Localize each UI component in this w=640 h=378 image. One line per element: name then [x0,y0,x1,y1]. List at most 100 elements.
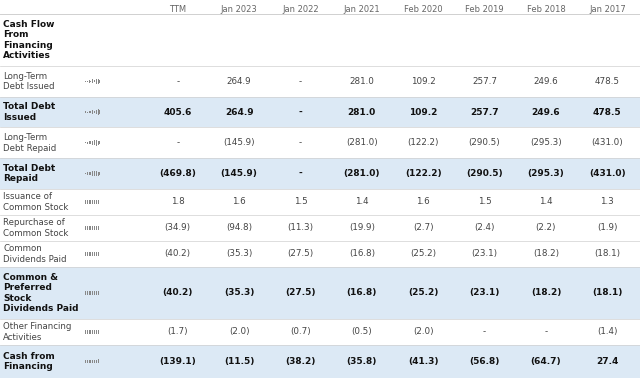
Bar [94,330,95,334]
Text: Common &
Preferred
Stock
Dividends Paid: Common & Preferred Stock Dividends Paid [3,273,79,313]
Bar [90,226,92,230]
Bar [87,291,88,295]
Text: 1.4: 1.4 [539,197,553,206]
Text: (1.7): (1.7) [168,327,188,336]
Bar [87,330,88,334]
Bar [97,141,99,145]
Bar [87,359,88,363]
Text: (16.8): (16.8) [347,288,377,297]
Text: TTM: TTM [169,6,186,14]
Text: (281.0): (281.0) [344,169,380,178]
Bar [92,171,93,176]
Text: 1.5: 1.5 [294,197,307,206]
Bar [97,109,99,115]
Bar [85,142,86,143]
Text: (35.3): (35.3) [226,249,252,259]
Text: (16.8): (16.8) [349,249,375,259]
Bar [85,252,86,256]
Bar [85,360,86,363]
Bar [97,291,99,295]
Bar [88,141,90,144]
Text: (41.3): (41.3) [408,357,438,366]
Bar [97,172,99,175]
Bar [0,345,640,378]
Text: (56.8): (56.8) [469,357,500,366]
Bar [96,171,97,177]
Bar [88,200,90,204]
Text: (2.0): (2.0) [228,327,250,336]
Text: (469.8): (469.8) [159,169,196,178]
Bar [99,172,100,175]
Text: (25.2): (25.2) [410,249,436,259]
Bar [94,226,95,229]
Text: 1.3: 1.3 [600,197,614,206]
Bar [90,359,92,363]
Text: Long-Term
Debt Repaid: Long-Term Debt Repaid [3,133,56,152]
Text: 27.4: 27.4 [596,357,618,366]
Text: 1.4: 1.4 [355,197,369,206]
Text: Issuance of
Common Stock: Issuance of Common Stock [3,192,68,212]
Bar [90,200,92,204]
Text: (18.2): (18.2) [533,249,559,259]
Bar [97,330,99,334]
Bar [92,226,93,230]
Bar [94,171,95,176]
Bar [96,252,97,256]
Text: (35.3): (35.3) [224,288,254,297]
Text: (431.0): (431.0) [591,138,623,147]
Text: -: - [299,169,302,178]
Bar [97,252,99,256]
Text: Jan 2023: Jan 2023 [221,6,257,14]
Text: (290.5): (290.5) [468,138,500,147]
Text: Feb 2020: Feb 2020 [404,6,442,14]
Bar [88,111,90,113]
Text: (40.2): (40.2) [164,249,191,259]
Bar [85,291,86,294]
Bar [94,111,95,113]
Text: (2.4): (2.4) [474,223,495,232]
Text: Cash from
Financing: Cash from Financing [3,352,55,371]
Text: 264.9: 264.9 [225,108,253,116]
Bar [96,359,97,363]
Bar [94,252,95,256]
Text: (122.2): (122.2) [408,138,439,147]
Text: (25.2): (25.2) [408,288,438,297]
Bar [88,80,90,83]
Bar [96,140,97,146]
Text: Jan 2017: Jan 2017 [589,6,626,14]
Bar [99,141,100,144]
Text: 1.6: 1.6 [417,197,430,206]
Text: 264.9: 264.9 [227,77,252,86]
Text: (27.5): (27.5) [285,288,316,297]
Bar [88,360,90,363]
Bar [96,291,97,295]
Text: (94.8): (94.8) [226,223,252,232]
Text: -: - [299,77,302,86]
Bar [97,359,99,364]
Bar [94,360,95,363]
Bar [87,142,88,144]
Bar [0,14,640,66]
Bar [88,172,90,175]
Bar [88,252,90,256]
Bar [87,226,88,230]
Bar [0,127,640,158]
Text: (139.1): (139.1) [159,357,196,366]
Bar [90,252,92,256]
Bar [90,111,92,113]
Text: Feb 2019: Feb 2019 [465,6,504,14]
Bar [99,110,100,114]
Text: 109.2: 109.2 [409,108,437,116]
Text: (11.5): (11.5) [224,357,254,366]
Text: Long-Term
Debt Issued: Long-Term Debt Issued [3,72,54,91]
Bar [0,97,640,127]
Text: Jan 2021: Jan 2021 [344,6,380,14]
Text: (35.8): (35.8) [347,357,377,366]
Bar [0,158,640,189]
Bar [90,172,92,175]
Bar [92,200,93,204]
Bar [85,81,86,82]
Text: (2.0): (2.0) [413,327,433,336]
Text: 1.6: 1.6 [232,197,246,206]
Text: (431.0): (431.0) [589,169,626,178]
